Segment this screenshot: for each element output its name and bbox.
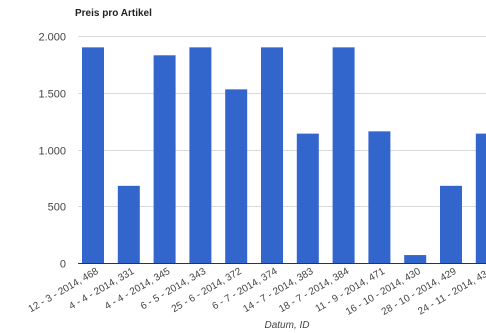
bar	[332, 47, 355, 263]
y-tick-label: 1.500	[38, 89, 66, 101]
bar	[404, 255, 427, 263]
bar	[475, 133, 486, 263]
y-axis-ticks: 0 500 1.000 1.500 2.000	[38, 32, 66, 271]
bar	[261, 47, 283, 263]
bar	[296, 133, 319, 263]
bar	[189, 47, 212, 263]
bar	[82, 47, 104, 263]
y-tick-label: 2.000	[38, 32, 66, 44]
bar	[117, 185, 140, 263]
y-tick-label: 1.000	[38, 146, 66, 158]
chart-title: Preis pro Artikel	[75, 8, 152, 19]
x-axis-title: Datum, ID	[264, 320, 309, 331]
y-tick-label: 0	[60, 259, 66, 271]
bar	[368, 131, 391, 263]
bars	[82, 47, 486, 263]
bar	[153, 55, 176, 263]
y-tick-label: 500	[48, 202, 66, 214]
bar	[440, 185, 462, 263]
bar	[225, 89, 248, 263]
